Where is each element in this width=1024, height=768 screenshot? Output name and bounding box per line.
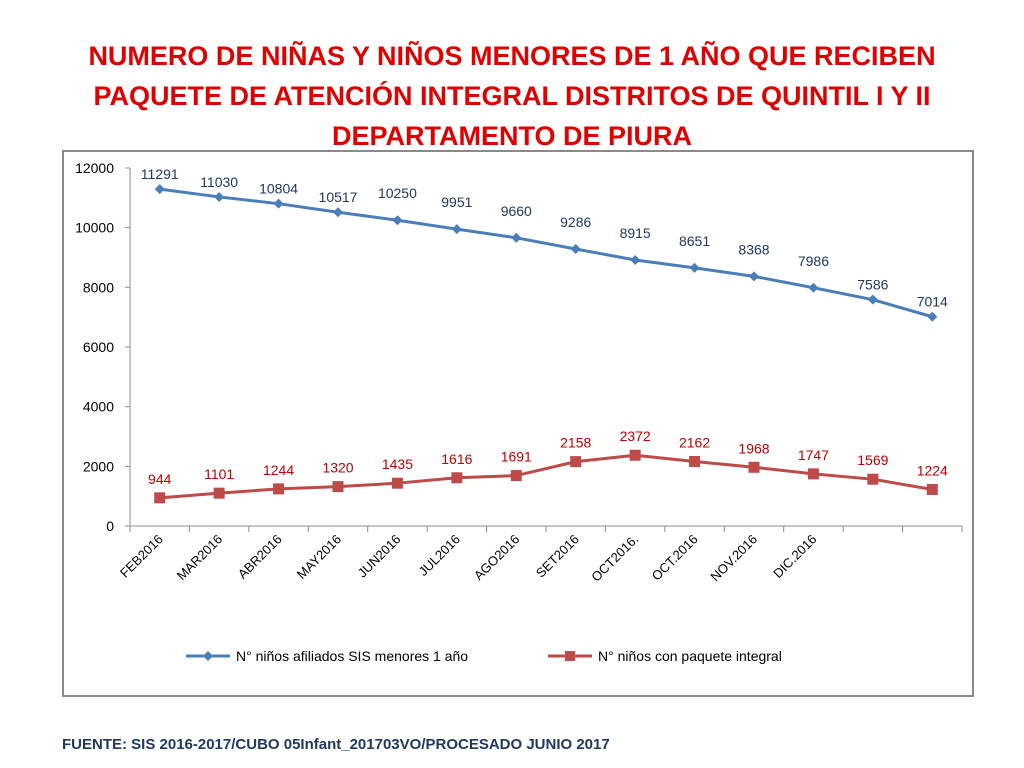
data-label-red: 2158: [560, 435, 591, 451]
data-label-red: 2162: [679, 435, 710, 451]
x-tick-label: AGO2016: [471, 532, 522, 583]
data-label-blue: 8651: [679, 233, 710, 249]
data-label-red: 1244: [263, 462, 294, 478]
data-point-red: [510, 470, 522, 482]
data-point-red: [629, 449, 641, 461]
data-label-red: 1968: [738, 440, 769, 456]
data-point-red: [154, 492, 166, 504]
y-tick-label: 6000: [83, 339, 114, 355]
data-point-blue: [392, 215, 403, 226]
x-tick-label: FEB2016: [117, 532, 166, 581]
legend-marker-blue: [203, 651, 213, 661]
data-point-blue: [808, 282, 819, 293]
legend-marker-red: [565, 651, 575, 661]
data-point-red: [689, 456, 701, 468]
data-point-blue: [273, 198, 284, 209]
y-tick-label: 8000: [83, 279, 114, 295]
y-tick-label: 10000: [75, 220, 114, 236]
title-line-1: NUMERO DE NIÑAS Y NIÑOS MENORES DE 1 AÑO…: [88, 41, 936, 71]
data-label-blue: 7986: [798, 253, 829, 269]
data-label-blue: 8368: [738, 241, 769, 257]
data-label-blue: 9951: [441, 194, 472, 210]
data-label-red: 1616: [441, 451, 472, 467]
x-tick-label: JUL2016: [416, 532, 463, 579]
y-tick-label: 2000: [83, 458, 114, 474]
x-tick-label: MAR2016: [174, 532, 225, 583]
x-tick-label: JUN2016: [355, 532, 404, 581]
series-line-blue: [159, 187, 933, 319]
data-point-blue: [689, 262, 700, 273]
legend-label-blue: N° niños afiliados SIS menores 1 año: [236, 648, 468, 664]
data-label-red: 1435: [382, 456, 413, 472]
data-point-red: [332, 481, 344, 493]
data-point-blue: [570, 243, 581, 254]
y-tick-label: 12000: [75, 160, 114, 176]
data-label-blue: 10804: [259, 181, 298, 197]
data-label-blue: 10517: [319, 189, 358, 205]
x-tick-label: OCT2016.: [588, 532, 641, 585]
data-point-blue: [630, 255, 641, 266]
x-tick-label: ABR2016: [235, 532, 285, 582]
chart-frame: [62, 150, 974, 697]
data-point-red: [867, 473, 879, 485]
series-line-red: [159, 453, 933, 500]
data-label-red: 1569: [857, 452, 888, 468]
data-label-blue: 9286: [560, 214, 591, 230]
data-point-blue: [333, 207, 343, 218]
data-point-red: [213, 487, 225, 499]
data-point-blue: [451, 224, 462, 235]
chart-title: NUMERO DE NIÑAS Y NIÑOS MENORES DE 1 AÑO…: [40, 36, 984, 156]
x-tick-label: DIC.2016: [770, 532, 819, 581]
data-label-red: 1320: [322, 460, 353, 476]
data-point-red: [748, 461, 760, 473]
y-tick-label: 4000: [83, 399, 114, 415]
x-tick-label: OCT.2016: [649, 532, 701, 584]
data-label-blue: 10250: [378, 185, 417, 201]
data-label-red: 1747: [798, 447, 829, 463]
data-label-red: 944: [148, 471, 172, 487]
data-label-blue: 7586: [857, 277, 888, 293]
data-label-blue: 7014: [917, 294, 948, 310]
data-label-red: 1101: [204, 466, 234, 482]
data-point-blue: [867, 294, 878, 305]
data-label-blue: 11030: [200, 174, 238, 190]
data-point-red: [570, 456, 582, 468]
data-point-blue: [749, 271, 759, 282]
legend-label-red: N° niños con paquete integral: [598, 648, 782, 664]
data-label-blue: 11291: [141, 166, 179, 182]
x-tick-label: NOV.2016: [707, 532, 760, 585]
data-point-red: [451, 472, 463, 484]
x-tick-label: SET2016: [533, 532, 582, 581]
data-point-red: [273, 483, 285, 495]
data-point-red: [926, 483, 938, 495]
y-tick-label: 0: [106, 518, 114, 534]
data-label-red: 1224: [917, 462, 948, 478]
x-tick-label: MAY2016: [294, 532, 344, 582]
data-label-red: 1691: [501, 449, 532, 465]
title-line-2: PAQUETE DE ATENCIÓN INTEGRAL DISTRITOS D…: [93, 81, 931, 111]
data-label-blue: 9660: [501, 203, 532, 219]
data-point-red: [391, 477, 403, 489]
title-line-3: DEPARTAMENTO DE PIURA: [331, 121, 693, 151]
data-label-blue: 8915: [620, 225, 651, 241]
data-point-blue: [511, 232, 522, 243]
data-point-blue: [154, 184, 165, 195]
data-label-red: 2372: [620, 428, 651, 444]
data-point-blue: [927, 311, 938, 322]
source-note: FUENTE: SIS 2016-2017/CUBO 05Infant_2017…: [62, 736, 610, 753]
data-point-blue: [214, 191, 225, 202]
data-point-red: [807, 468, 819, 480]
